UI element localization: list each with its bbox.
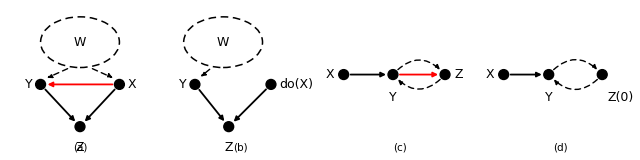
FancyArrowPatch shape <box>86 89 115 120</box>
FancyArrowPatch shape <box>199 90 223 120</box>
Text: X: X <box>485 68 494 81</box>
Text: Z: Z <box>76 141 84 154</box>
Text: Y: Y <box>545 92 552 104</box>
Circle shape <box>224 122 234 132</box>
Circle shape <box>190 80 200 89</box>
FancyArrowPatch shape <box>399 80 440 89</box>
Text: Z: Z <box>225 141 233 154</box>
Circle shape <box>388 70 398 80</box>
Text: X: X <box>128 78 136 91</box>
Circle shape <box>75 122 85 132</box>
Text: Z: Z <box>455 68 463 81</box>
FancyArrowPatch shape <box>554 60 596 70</box>
FancyArrowPatch shape <box>92 69 111 77</box>
FancyArrowPatch shape <box>45 89 74 120</box>
FancyArrowPatch shape <box>400 73 436 76</box>
Text: Z(0): Z(0) <box>608 92 634 104</box>
Circle shape <box>266 80 276 89</box>
FancyArrowPatch shape <box>398 60 439 70</box>
Circle shape <box>339 70 349 80</box>
Text: Y: Y <box>389 92 397 104</box>
Text: W: W <box>74 36 86 49</box>
FancyArrowPatch shape <box>351 73 384 76</box>
FancyArrowPatch shape <box>202 69 210 76</box>
Circle shape <box>36 80 45 89</box>
Text: (a): (a) <box>73 142 87 152</box>
Circle shape <box>597 70 607 80</box>
Circle shape <box>544 70 554 80</box>
Text: Y: Y <box>179 78 186 91</box>
FancyArrowPatch shape <box>511 73 540 76</box>
Text: (c): (c) <box>393 142 407 152</box>
Circle shape <box>499 70 509 80</box>
Circle shape <box>440 70 450 80</box>
Text: do(X): do(X) <box>280 78 314 91</box>
FancyArrowPatch shape <box>49 82 113 86</box>
Text: X: X <box>325 68 334 81</box>
FancyArrowPatch shape <box>49 69 68 77</box>
Text: Y: Y <box>24 78 32 91</box>
FancyArrowPatch shape <box>555 80 597 90</box>
FancyArrowPatch shape <box>235 89 266 120</box>
Text: (b): (b) <box>233 142 247 152</box>
Circle shape <box>115 80 124 89</box>
Text: W: W <box>217 36 229 49</box>
Text: (d): (d) <box>553 142 567 152</box>
